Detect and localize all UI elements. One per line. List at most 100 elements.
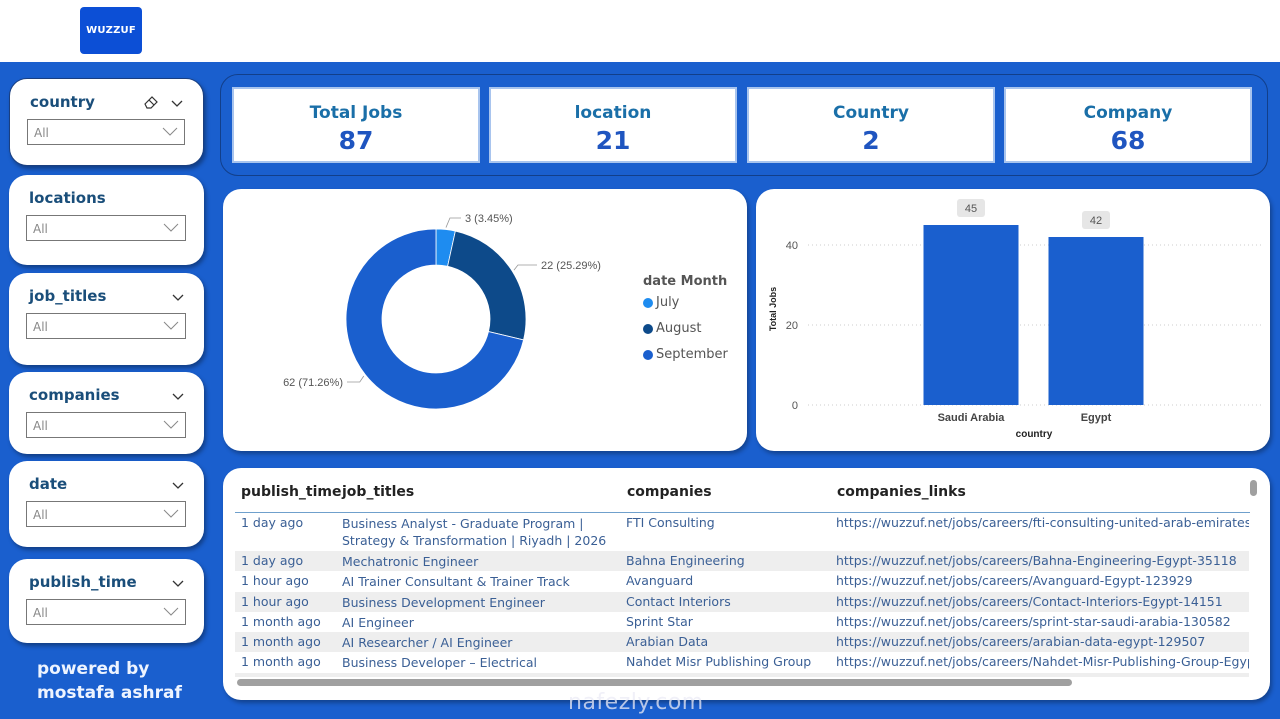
chevron-down-icon[interactable]	[172, 287, 184, 301]
table-body: 1 day ago Business Analyst - Graduate Pro…	[235, 513, 1249, 677]
cell-company: FTI Consulting	[626, 515, 715, 530]
kpi-panel: Total Jobs 87 location 21 Country 2 Comp…	[220, 74, 1268, 176]
slicer-dropdown[interactable]: All	[26, 215, 186, 241]
cell-publish-time: 1 month ago	[241, 634, 321, 650]
donut-chart-card[interactable]: 3 (3.45%) 22 (25.29%) 62 (71.26%) date Mon…	[223, 189, 747, 451]
cell-company: Nahdet Misr Publishing Group	[626, 654, 812, 670]
slicer-dropdown[interactable]: All	[26, 501, 186, 527]
leader-line	[347, 375, 365, 383]
author-name: mostafa ashraf	[37, 683, 182, 703]
legend-item-july[interactable]: July	[643, 295, 679, 310]
table-row[interactable]: 1 month ago Business Development Engineer	[235, 672, 1249, 677]
cell-company-link[interactable]: https://wuzzuf.net/jobs/careers/fti-cons…	[836, 515, 1249, 530]
cell-job-title: AI Engineer	[342, 614, 414, 630]
cell-job-title: Business Development Engineer	[342, 675, 612, 677]
cell-company: Contact Interiors	[626, 593, 731, 609]
data-label-background	[1082, 211, 1110, 229]
powered-by-line: powered by	[37, 659, 150, 679]
bar-saudi-arabia[interactable]	[923, 225, 1019, 405]
kpi-value: 2	[862, 126, 880, 155]
wuzzuf-logo: WUZZUF	[80, 7, 142, 54]
header-divider	[235, 512, 1250, 513]
legend-dot	[643, 349, 653, 360]
bar-egypt[interactable]	[1048, 237, 1144, 405]
jobs-table: publish_time job_titles companies compan…	[223, 468, 1270, 700]
column-header-publish-time[interactable]: publish_time	[241, 484, 342, 500]
cell-company-link[interactable]: https://wuzzuf.net/jobs/careers/sprint-s…	[836, 613, 1231, 629]
data-label-background	[957, 199, 985, 217]
dropdown-value: All	[34, 126, 49, 140]
column-header-companies-links[interactable]: companies_links	[837, 484, 966, 500]
cell-company-link[interactable]: https://wuzzuf.net/jobs/careers/Avanguar…	[836, 573, 1193, 589]
bar-chart[interactable]: 0 20 40 Total Jobs 45 Saudi Arabia 42 Egypt coun…	[756, 189, 1270, 451]
chevron-down-icon[interactable]	[172, 475, 184, 489]
bar-chart-card[interactable]: 0 20 40 Total Jobs 45 Saudi Arabia 42 Egypt coun…	[756, 189, 1270, 451]
cell-company-link[interactable]: https://wuzzuf.net/jobs/careers/Contact-…	[836, 593, 1223, 609]
slicer-dropdown[interactable]: All	[26, 313, 186, 339]
slicer-locations: locations All	[9, 175, 204, 265]
table-row[interactable]: 1 hour ago Business Development Engineer C…	[235, 591, 1249, 612]
dropdown-value: All	[33, 606, 48, 620]
donut-slice-september[interactable]	[345, 228, 525, 410]
column-header-companies[interactable]: companies	[627, 484, 712, 500]
column-header-job-titles[interactable]: job_titles	[342, 484, 415, 500]
cell-company: Avanguard	[626, 573, 694, 589]
cell-company-link[interactable]: https://wuzzuf.net/jobs/careers/Nahdet-M…	[836, 654, 1249, 670]
slicer-companies: companies All	[9, 372, 204, 454]
powered-by-credit: powered by mostafa ashraf	[37, 657, 182, 705]
data-label: 62 (71.26%)	[283, 377, 343, 389]
cell-company: Bahna Engineering	[626, 553, 745, 568]
kpi-label: location	[574, 103, 652, 123]
dropdown-value: All	[33, 320, 48, 334]
legend-item-august[interactable]: August	[643, 321, 702, 336]
table-row[interactable]: 1 hour ago AI Trainer Consultant & Traine…	[235, 571, 1249, 591]
slicer-country: country All	[9, 78, 204, 166]
leader-line	[445, 217, 461, 228]
cell-publish-time: 1 month ago	[241, 613, 321, 629]
table-row[interactable]: 1 day ago Mechatronic Engineer Bahna Engin…	[235, 551, 1249, 572]
cell-company: Sprint Star	[626, 613, 693, 629]
legend-dot	[643, 323, 653, 334]
table-row[interactable]: 1 month ago AI Engineer Sprint Star https:/…	[235, 612, 1249, 632]
data-label: 42	[1090, 215, 1102, 227]
cell-job-title: AI Trainer Consultant & Trainer Track	[342, 574, 570, 590]
cell-publish-time: 1 month ago	[241, 675, 321, 677]
kpi-card-total-jobs: Total Jobs 87	[232, 87, 480, 163]
slicer-title: companies	[29, 386, 120, 404]
kpi-label: Total Jobs	[309, 103, 403, 123]
cell-company-link[interactable]: https://wuzzuf.net/jobs/careers/arabian-…	[836, 634, 1206, 650]
slicer-dropdown[interactable]: All	[26, 412, 186, 438]
kpi-label: Country	[833, 103, 909, 123]
slicer-title: publish_time	[29, 573, 137, 591]
slicer-title: job_titles	[29, 287, 107, 305]
chevron-down-icon[interactable]	[171, 93, 183, 107]
x-tick-label: Saudi Arabia	[938, 412, 1006, 424]
chevron-down-icon[interactable]	[172, 573, 184, 587]
cell-company-link[interactable]: https://wuzzuf.net/jobs/careers/Bahna-En…	[836, 553, 1237, 568]
legend-label: July	[656, 295, 680, 310]
slicer-dropdown[interactable]: All	[26, 599, 186, 625]
donut-chart[interactable]: 3 (3.45%) 22 (25.29%) 62 (71.26%)	[223, 189, 747, 451]
donut-slice-august[interactable]	[447, 230, 527, 341]
table-row[interactable]: 1 month ago Business Developer – Electric…	[235, 652, 1249, 677]
data-label: 45	[965, 203, 977, 215]
cell-job-title: Mechatronic Engineer	[342, 554, 479, 569]
x-tick-label: Egypt	[1081, 412, 1112, 424]
eraser-icon[interactable]	[143, 93, 161, 109]
legend-item-september[interactable]: September	[643, 347, 728, 362]
cell-company: Arabian Data	[626, 634, 709, 650]
vertical-scrollbar[interactable]	[1250, 480, 1257, 496]
slicer-title: locations	[29, 189, 106, 207]
table-row[interactable]: 1 month ago AI Researcher / AI Engineer Ar…	[235, 632, 1249, 653]
y-tick-label: 40	[786, 240, 798, 252]
kpi-value: 68	[1110, 126, 1146, 155]
slicer-dropdown[interactable]: All	[27, 119, 185, 145]
slicer-publish-time: publish_time All	[9, 559, 204, 643]
cell-job-title: AI Researcher / AI Engineer	[342, 635, 513, 651]
horizontal-scrollbar[interactable]	[237, 679, 1072, 686]
kpi-value: 87	[338, 126, 374, 155]
y-tick-label: 0	[792, 400, 798, 412]
top-bar: WUZZUF	[0, 0, 1280, 62]
table-row[interactable]: 1 day ago Business Analyst - Graduate Pro…	[235, 513, 1249, 551]
chevron-down-icon[interactable]	[172, 386, 184, 400]
